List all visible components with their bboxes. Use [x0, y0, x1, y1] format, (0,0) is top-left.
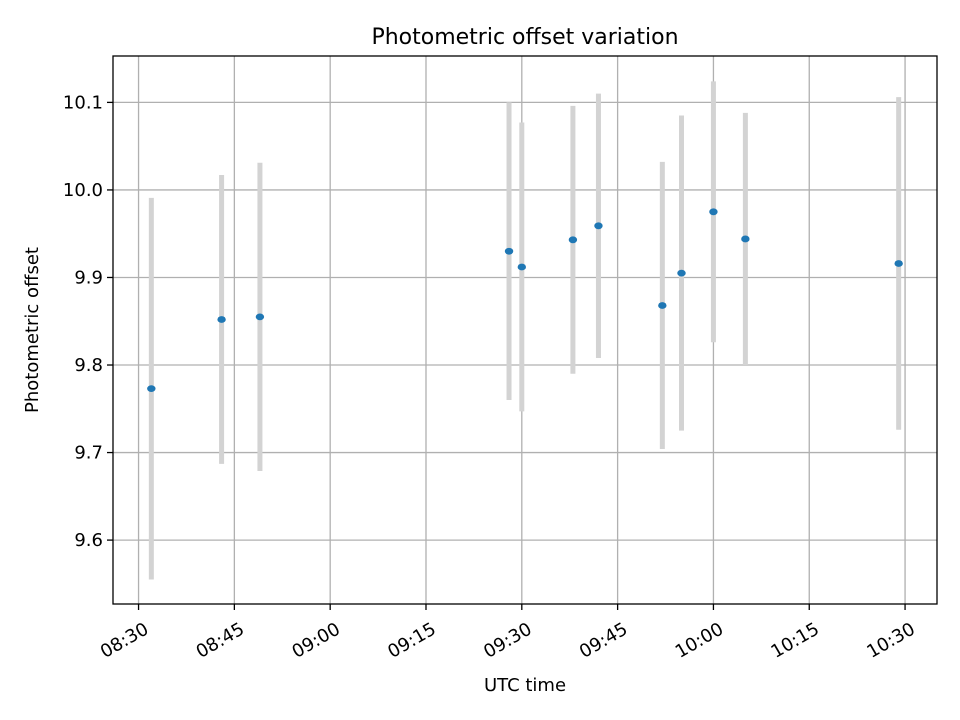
data-point	[147, 385, 156, 393]
data-point	[709, 208, 718, 216]
plot-frame	[112, 55, 938, 605]
y-tick-label: 9.7	[74, 443, 103, 464]
x-tick-label: 10:30	[863, 619, 918, 663]
data-point	[741, 235, 750, 243]
x-tick-label: 10:00	[672, 619, 727, 663]
data-point	[217, 316, 226, 323]
data-point	[894, 260, 903, 267]
data-points	[147, 208, 903, 393]
x-tick-label: 09:45	[576, 619, 631, 663]
y-tick-label: 10.0	[63, 180, 103, 201]
y-tick-label: 9.9	[74, 267, 103, 288]
x-tick-label: 09:15	[384, 619, 439, 663]
y-tick-label: 10.1	[63, 92, 103, 113]
chart-title: Photometric offset variation	[371, 25, 678, 50]
x-tick-label: 09:30	[480, 619, 535, 663]
x-tick-label: 08:45	[193, 619, 248, 663]
axis-ticks: 08:30 08:45 09:00 09:15 09:30 09:45 10:00 10:15…	[63, 92, 919, 662]
y-tick-label: 9.8	[74, 355, 103, 376]
x-tick-label: 09:00	[288, 619, 343, 663]
grid-lines	[113, 56, 937, 604]
data-point	[677, 269, 686, 277]
data-point	[594, 222, 603, 230]
x-tick-label: 08:30	[97, 619, 152, 663]
data-point	[517, 263, 527, 271]
x-axis-label: UTC time	[484, 675, 566, 696]
data-point	[568, 236, 578, 244]
data-point	[255, 313, 265, 321]
data-point	[504, 247, 514, 255]
x-tick-label: 10:15	[768, 619, 823, 663]
y-tick-label: 9.6	[74, 530, 103, 551]
data-point	[658, 302, 667, 309]
y-axis-label: Photometric offset	[22, 247, 43, 413]
error-bars	[148, 81, 902, 580]
